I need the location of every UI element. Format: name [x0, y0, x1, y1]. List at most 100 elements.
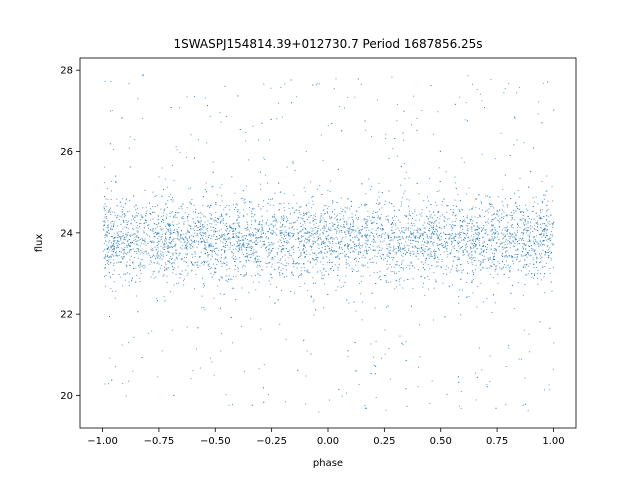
data-point [118, 246, 119, 248]
data-point [417, 258, 419, 260]
data-point [163, 274, 165, 276]
data-point [156, 253, 158, 255]
data-point [141, 237, 143, 239]
data-point [117, 235, 119, 236]
data-point [248, 230, 250, 232]
data-point [234, 192, 236, 194]
data-point [188, 214, 190, 215]
data-point [104, 257, 106, 259]
data-point [212, 235, 214, 237]
data-point [227, 244, 229, 246]
data-point [116, 232, 118, 234]
data-point [105, 255, 107, 257]
data-point [520, 211, 522, 213]
data-point [158, 222, 159, 224]
data-point [274, 302, 276, 304]
data-point [122, 256, 124, 258]
data-point [349, 239, 351, 241]
data-point [400, 242, 402, 244]
data-point [393, 235, 395, 237]
data-point [382, 228, 384, 230]
data-point [467, 261, 469, 263]
data-point [329, 217, 331, 219]
data-point [150, 260, 152, 262]
data-point [272, 220, 274, 222]
data-point [234, 259, 236, 260]
data-point [291, 236, 293, 238]
data-point [331, 253, 333, 255]
data-point [369, 275, 371, 277]
data-point [171, 263, 172, 265]
data-point [426, 257, 427, 259]
data-point [121, 242, 123, 244]
data-point [360, 232, 362, 234]
data-point [453, 238, 455, 239]
data-point [430, 237, 432, 239]
data-point [417, 269, 419, 271]
data-point [548, 256, 550, 258]
data-point [176, 237, 178, 239]
data-point [471, 226, 473, 228]
data-point [259, 240, 261, 242]
data-point [489, 203, 491, 205]
data-point [171, 329, 173, 331]
data-point [152, 191, 154, 193]
data-point [372, 213, 374, 215]
data-point [529, 240, 531, 242]
data-point [471, 230, 473, 232]
data-point [314, 219, 316, 221]
data-point [367, 240, 369, 242]
data-point [213, 268, 215, 270]
data-point [522, 237, 524, 239]
data-point [300, 222, 302, 224]
data-point [313, 236, 315, 238]
data-point [239, 257, 241, 259]
data-point [230, 244, 232, 246]
data-point [413, 229, 415, 231]
data-point [164, 242, 165, 244]
data-point [532, 197, 534, 199]
data-point [332, 200, 333, 202]
data-point [271, 198, 273, 200]
data-point [392, 250, 394, 252]
data-point [168, 246, 170, 248]
data-point [531, 248, 532, 249]
data-point [465, 247, 467, 249]
data-point [361, 246, 363, 248]
data-point [408, 218, 409, 220]
data-point [281, 217, 283, 219]
data-point [258, 139, 259, 141]
data-point [316, 240, 318, 242]
data-point [123, 243, 125, 245]
data-point [302, 215, 304, 217]
data-point [310, 295, 312, 297]
data-point [503, 216, 505, 218]
data-point [438, 190, 440, 192]
data-point [190, 239, 192, 241]
data-point [185, 237, 187, 239]
data-point [370, 189, 372, 191]
data-point [280, 87, 282, 88]
data-point [461, 289, 463, 291]
data-point [279, 323, 281, 325]
data-point [243, 245, 244, 247]
data-point [421, 209, 423, 211]
data-point [459, 405, 460, 407]
data-point [159, 226, 161, 227]
data-point [403, 238, 405, 240]
data-point [321, 194, 323, 195]
data-point [143, 230, 145, 232]
data-point [194, 232, 196, 234]
data-point [541, 256, 543, 258]
data-point [543, 229, 545, 231]
data-point [268, 249, 269, 251]
data-point [460, 407, 462, 409]
data-point [169, 251, 171, 253]
data-point [152, 254, 154, 256]
data-point [316, 233, 318, 235]
data-point [225, 245, 227, 246]
data-point [282, 273, 284, 275]
data-point [124, 226, 126, 228]
data-point [404, 245, 406, 247]
data-point [279, 232, 281, 234]
